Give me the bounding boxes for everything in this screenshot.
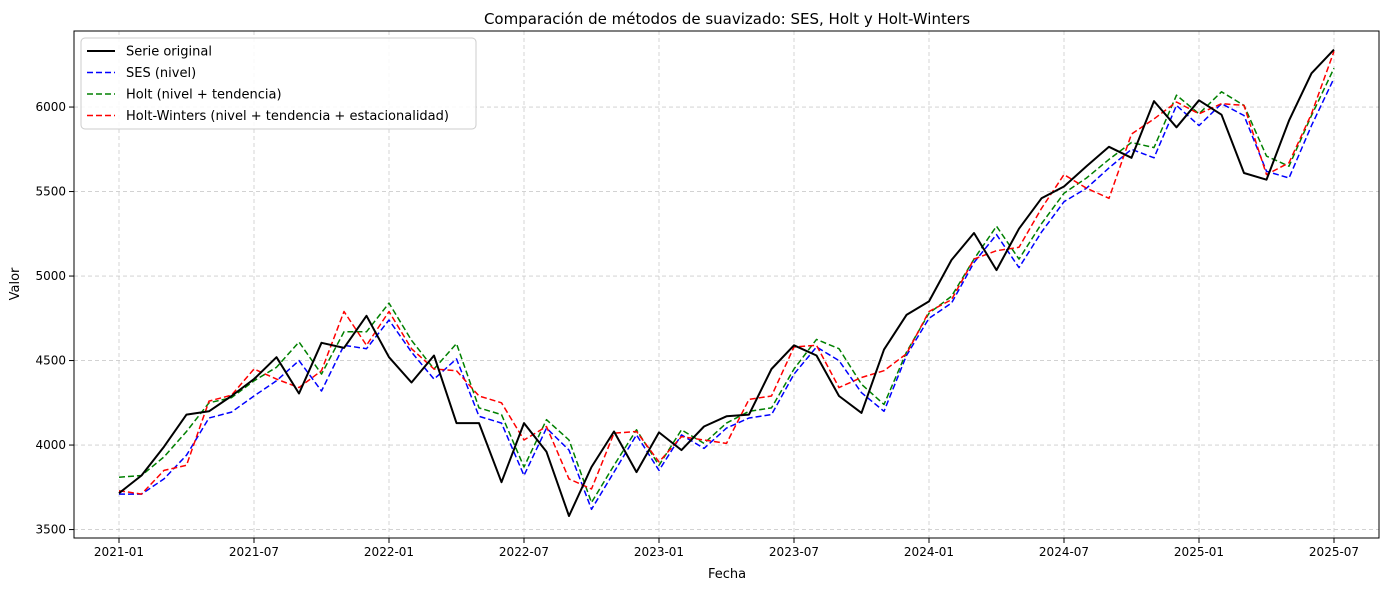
x-tick-label: 2021-07	[229, 545, 279, 559]
y-tick-label: 4000	[35, 438, 66, 452]
y-tick-label: 6000	[35, 100, 66, 114]
x-tick-label: 2025-01	[1174, 545, 1224, 559]
series-lines	[118, 48, 1335, 517]
legend-label: Serie original	[126, 45, 212, 60]
y-axis-label: Valor	[8, 267, 23, 300]
legend: Serie original SES (nivel) Holt (nivel + t…	[80, 37, 477, 130]
y-axis: 3500 4000 4500 5000 5500 6000	[35, 100, 74, 537]
x-axis: 2021-01 2021-07 2022-01 2022-07 2023-01 2023-…	[94, 538, 1359, 559]
y-tick-label: 5000	[35, 269, 66, 283]
series-line-1	[119, 77, 1335, 511]
series-line-0	[118, 48, 1335, 517]
legend-box	[80, 37, 477, 130]
x-tick-label: 2022-01	[364, 545, 414, 559]
series-line-2	[118, 67, 1335, 504]
x-tick-label: 2022-07	[499, 545, 549, 559]
x-tick-label: 2023-07	[769, 545, 819, 559]
grid	[74, 31, 1379, 538]
x-tick-label: 2023-01	[634, 545, 684, 559]
x-tick-label: 2024-07	[1039, 545, 1089, 559]
y-tick-label: 4500	[35, 354, 66, 368]
x-axis-label: Fecha	[708, 567, 746, 582]
legend-label: Holt (nivel + tendencia)	[126, 88, 282, 103]
legend-label: SES (nivel)	[126, 66, 196, 81]
x-tick-label: 2024-01	[904, 545, 954, 559]
x-tick-label: 2021-01	[94, 545, 144, 559]
plot-area	[73, 30, 1380, 539]
series-line-3	[118, 51, 1335, 495]
y-tick-label: 3500	[35, 523, 66, 537]
x-tick-label: 2025-07	[1309, 545, 1359, 559]
y-tick-label: 5500	[35, 185, 66, 199]
chart-title: Comparación de métodos de suavizado: SES…	[484, 10, 970, 28]
legend-label: Holt-Winters (nivel + tendencia + estaci…	[126, 109, 449, 124]
